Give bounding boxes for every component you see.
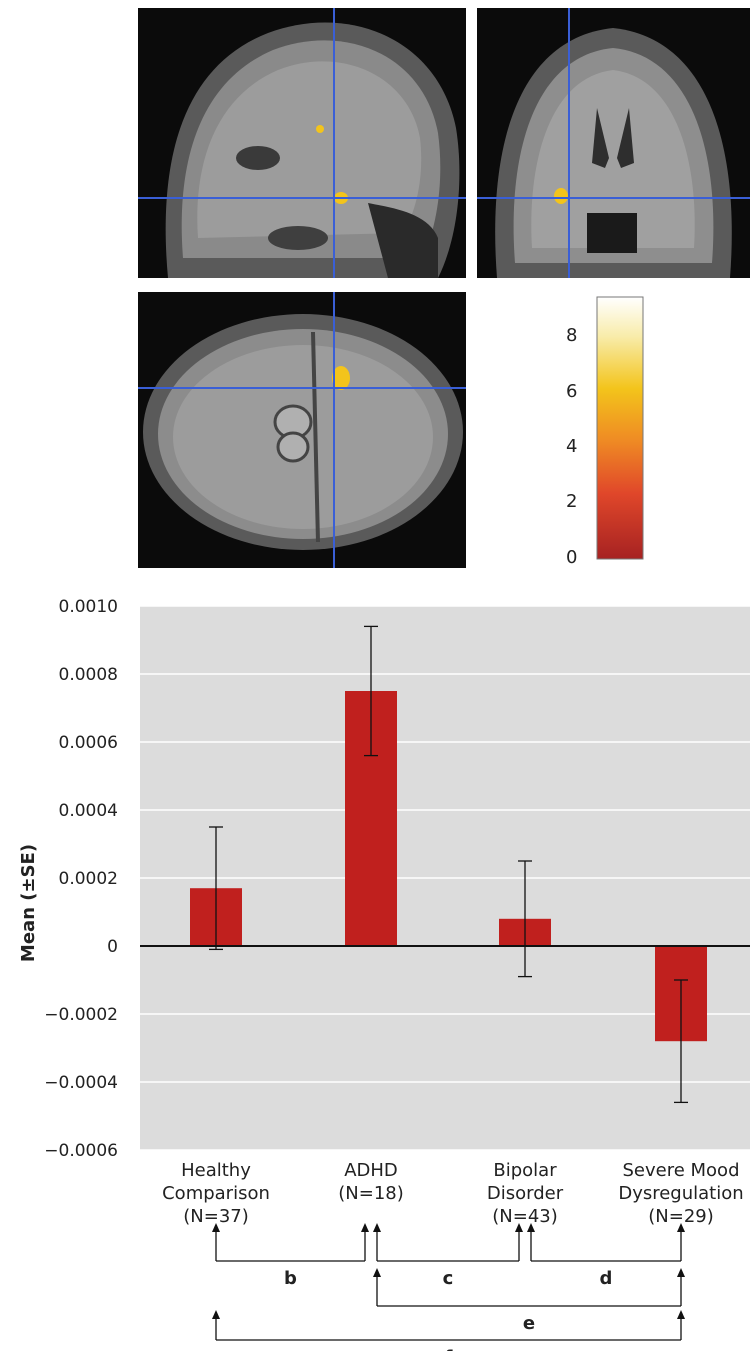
activation-blob xyxy=(554,188,568,204)
x-category-label: Severe Mood xyxy=(622,1160,739,1181)
comparison-arrowhead xyxy=(373,1268,381,1277)
comparison-arrowhead xyxy=(515,1223,523,1232)
x-category-label: Healthy xyxy=(181,1160,251,1181)
y-tick-label: 0.0002 xyxy=(59,869,118,889)
bar-chart: 0.0010 0.0008 0.0006 0.0004 0.0002 0 −0.0002 −0… xyxy=(18,598,750,1351)
comparison-label: b xyxy=(284,1268,297,1289)
colorbar-tick-label: 0 xyxy=(566,547,578,568)
y-tick-label: −0.0004 xyxy=(44,1073,118,1093)
comparison-label: e xyxy=(523,1313,535,1334)
x-category-label: (N=37) xyxy=(183,1206,249,1227)
comparison-arrowhead xyxy=(677,1223,685,1232)
y-tick-label: 0.0006 xyxy=(59,733,118,753)
x-category-label: Dysregulation xyxy=(618,1183,743,1204)
sagittal-brain-scan xyxy=(138,8,466,278)
y-tick-label: −0.0006 xyxy=(44,1141,118,1161)
x-category-label: (N=43) xyxy=(492,1206,558,1227)
y-tick-label: 0.0010 xyxy=(59,598,118,617)
comparison-arrowhead xyxy=(212,1310,220,1319)
y-tick-label: 0.0004 xyxy=(59,801,118,821)
x-category-label: Disorder xyxy=(487,1183,564,1204)
coronal-brain-scan xyxy=(477,8,750,278)
x-category-label: (N=29) xyxy=(648,1206,714,1227)
activation-blob xyxy=(332,366,350,390)
x-category-label: (N=18) xyxy=(338,1183,404,1204)
axial-brain-scan xyxy=(138,292,466,568)
y-tick-label: 0.0008 xyxy=(59,665,118,685)
y-tick-label: −0.0002 xyxy=(44,1005,118,1025)
colorbar-tick-label: 8 xyxy=(566,325,578,346)
comparison-arrowhead xyxy=(527,1223,535,1232)
x-category-label: Comparison xyxy=(162,1183,270,1204)
comparison-arrowhead xyxy=(677,1310,685,1319)
x-category-label: ADHD xyxy=(344,1160,398,1181)
y-tick-label: 0 xyxy=(107,937,118,957)
colorbar-gradient xyxy=(596,296,644,560)
colorbar-tick-label: 6 xyxy=(566,381,578,402)
comparison-arrowhead xyxy=(373,1223,381,1232)
activation-blob xyxy=(316,125,324,133)
comparison-arrowhead xyxy=(677,1268,685,1277)
comparison-label: f xyxy=(445,1347,453,1351)
comparison-label: c xyxy=(443,1268,454,1289)
colorbar xyxy=(596,296,644,560)
comparison-arrowhead xyxy=(212,1223,220,1232)
colorbar-tick-label: 4 xyxy=(566,436,578,457)
y-axis-label: Mean (±SE) xyxy=(18,844,39,962)
colorbar-tick-label: 2 xyxy=(566,491,578,512)
comparison-label: d xyxy=(600,1268,613,1289)
x-category-label: Bipolar xyxy=(493,1160,557,1181)
comparison-arrowhead xyxy=(361,1223,369,1232)
